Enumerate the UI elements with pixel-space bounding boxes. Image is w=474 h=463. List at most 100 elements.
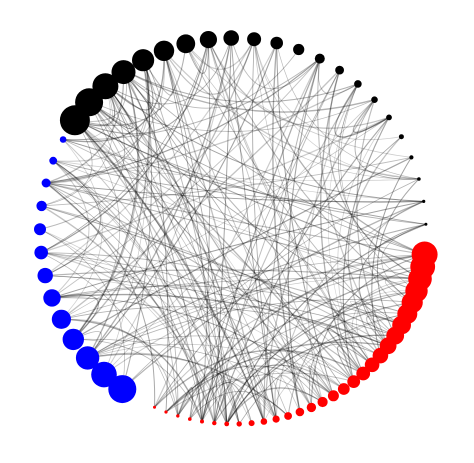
- edge: [163, 50, 265, 422]
- edge: [46, 58, 321, 184]
- edge: [87, 299, 413, 359]
- edge: [51, 277, 421, 299]
- edge: [51, 285, 402, 326]
- edge: [189, 391, 289, 420]
- edge: [73, 119, 121, 340]
- edge: [366, 315, 402, 347]
- edge: [253, 39, 425, 256]
- edge: [337, 303, 408, 374]
- edge: [61, 139, 103, 320]
- edge: [381, 223, 427, 303]
- edge: [51, 293, 389, 347]
- edge: [103, 37, 232, 375]
- edge: [230, 37, 277, 420]
- edge: [253, 39, 402, 141]
- edge: [201, 39, 211, 422]
- edge: [308, 343, 381, 408]
- edge: [106, 37, 232, 105]
- edge: [122, 71, 265, 422]
- edge: [189, 379, 277, 420]
- edge: [351, 278, 421, 374]
- edge: [61, 117, 390, 320]
- node: [347, 375, 361, 388]
- node: [41, 178, 51, 188]
- edge: [337, 345, 373, 382]
- node: [223, 30, 239, 46]
- edge: [356, 290, 417, 365]
- node: [212, 420, 217, 426]
- edge: [53, 160, 424, 203]
- edge: [177, 387, 194, 420]
- edge: [201, 83, 359, 422]
- edge: [226, 334, 396, 425]
- edge: [106, 84, 289, 417]
- edge: [87, 42, 278, 359]
- edge: [73, 339, 203, 422]
- edge: [207, 39, 373, 366]
- edge: [318, 58, 359, 95]
- node-layer: [34, 30, 438, 427]
- edge: [185, 39, 209, 74]
- edge: [52, 160, 203, 422]
- edge: [41, 116, 390, 254]
- edge: [263, 99, 376, 422]
- edge: [276, 42, 334, 396]
- node: [411, 241, 438, 268]
- node: [317, 396, 328, 408]
- edge: [121, 60, 153, 390]
- edge: [154, 136, 402, 408]
- edge: [39, 85, 125, 230]
- edge: [163, 50, 312, 408]
- edge: [44, 42, 278, 277]
- edge: [252, 39, 277, 420]
- edge: [41, 251, 215, 424]
- edge: [87, 352, 277, 420]
- node: [75, 346, 100, 370]
- edge: [207, 39, 334, 396]
- edge: [103, 58, 150, 375]
- edge: [106, 84, 203, 422]
- node: [284, 412, 292, 420]
- edge: [226, 223, 427, 425]
- node: [49, 156, 58, 165]
- node: [132, 49, 155, 72]
- edge: [123, 71, 425, 255]
- edge: [74, 119, 364, 374]
- edge: [165, 372, 354, 413]
- edge: [347, 136, 402, 356]
- node: [417, 177, 421, 181]
- edge: [326, 327, 373, 374]
- edge: [123, 58, 163, 110]
- edge: [61, 254, 425, 320]
- edge: [213, 117, 390, 424]
- edge: [75, 119, 423, 268]
- node: [314, 53, 325, 64]
- edge: [213, 394, 228, 424]
- edge: [87, 37, 232, 359]
- node: [422, 199, 426, 203]
- edge: [226, 364, 334, 425]
- edge: [45, 182, 364, 374]
- edge: [371, 157, 412, 356]
- edge: [72, 38, 255, 340]
- edge: [45, 182, 203, 422]
- node: [62, 328, 84, 351]
- edge: [177, 358, 345, 417]
- node: [398, 134, 404, 140]
- edge: [207, 39, 390, 129]
- edge: [230, 37, 321, 90]
- edge: [40, 39, 209, 254]
- edge: [62, 139, 228, 425]
- edge: [51, 297, 334, 397]
- edge: [51, 58, 321, 299]
- edge: [41, 252, 179, 416]
- edge: [121, 200, 424, 390]
- edge: [41, 39, 209, 253]
- edge: [39, 228, 277, 420]
- node: [164, 410, 168, 414]
- edge: [41, 205, 396, 337]
- edge: [124, 70, 375, 113]
- edge: [163, 50, 215, 424]
- node: [236, 421, 242, 427]
- edge: [124, 70, 240, 424]
